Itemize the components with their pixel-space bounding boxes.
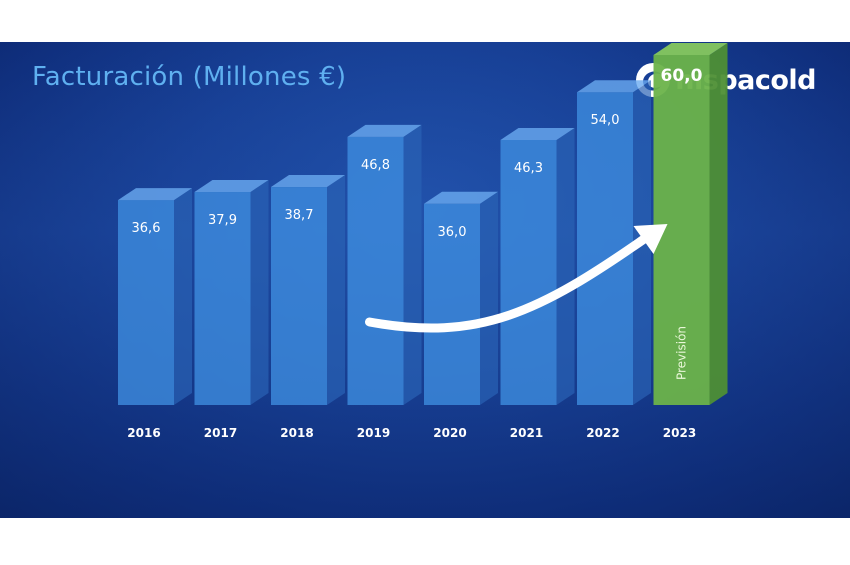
bar-top	[653, 43, 728, 55]
bar-top	[118, 188, 192, 201]
forecast-label: Previsión	[675, 326, 689, 380]
bar	[347, 124, 422, 405]
year-label: 2018	[280, 426, 313, 440]
bar-side	[556, 127, 575, 405]
bar	[424, 191, 498, 405]
bar-face	[500, 139, 557, 405]
bar-top	[194, 180, 269, 193]
bar-top	[500, 127, 575, 140]
chart-slide: Facturación (Millones €) hispacold 36,6 3…	[0, 42, 850, 518]
value-label: 46,3	[514, 161, 543, 176]
year-label: 2020	[433, 426, 466, 440]
value-label: 38,7	[285, 208, 314, 223]
value-label: 36,0	[438, 225, 467, 240]
year-label: 2017	[204, 426, 237, 440]
bar-face	[347, 136, 404, 405]
bar-side	[327, 175, 345, 405]
value-labels-group: 36,6 37,9 38,7 46,8 36,0 46,3 54,0 60,0 Previsió…	[132, 66, 703, 380]
bar-side	[250, 180, 269, 405]
bar	[271, 175, 345, 405]
value-label: 54,0	[591, 113, 620, 128]
year-label: 2019	[357, 426, 390, 440]
bar	[500, 127, 575, 405]
bar-face	[424, 203, 480, 405]
bar-top	[577, 80, 651, 93]
value-label: 46,8	[361, 158, 390, 173]
bar-side	[403, 124, 422, 405]
year-labels-group: 2016 2017 2018 2019 2020 2021 2022 2023	[127, 426, 696, 440]
year-label: 2016	[127, 426, 160, 440]
trend-arrow	[365, 233, 650, 333]
bar-face	[271, 187, 327, 405]
value-label: 36,6	[132, 221, 161, 236]
year-label: 2021	[510, 426, 543, 440]
bar	[118, 188, 192, 405]
trend-arrowhead	[633, 224, 668, 254]
bar-face	[194, 192, 251, 405]
bar-top	[424, 191, 498, 204]
chart-title: Facturación (Millones €)	[32, 62, 347, 92]
value-label: 60,0	[661, 66, 703, 86]
bar-side	[174, 188, 192, 405]
value-label: 37,9	[208, 213, 237, 228]
bar-face	[118, 200, 174, 405]
bar-chart: 36,6 37,9 38,7 46,8 36,0 46,3 54,0 60,0 Previsió…	[118, 43, 728, 440]
bar-forecast	[653, 43, 728, 405]
bar	[194, 180, 269, 405]
bar-top	[271, 175, 345, 188]
bar-side	[709, 43, 728, 405]
bar-top	[347, 124, 422, 137]
year-label: 2022	[586, 426, 619, 440]
bars-group	[118, 43, 728, 405]
year-label: 2023	[663, 426, 696, 440]
bar-side	[480, 191, 498, 405]
